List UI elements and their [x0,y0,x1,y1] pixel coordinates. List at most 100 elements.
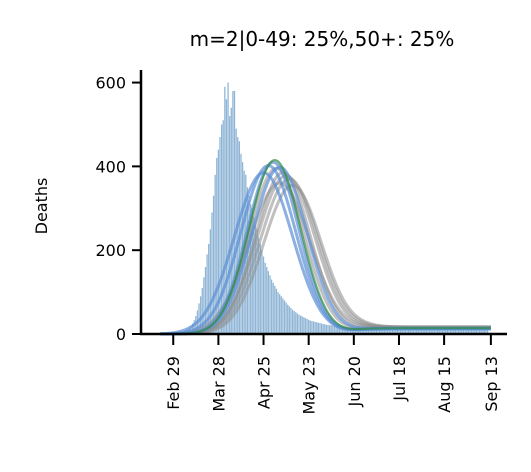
bar [259,243,261,334]
bar [453,327,455,334]
bar [208,243,210,334]
bar [229,116,231,334]
bar [482,327,484,334]
bar [461,327,463,334]
bar [472,327,474,334]
bar [422,327,424,334]
bar [449,327,452,334]
bar [329,325,331,334]
bar [212,195,215,334]
bar [322,323,324,334]
bar [454,327,457,334]
y-axis-label: Deaths [32,178,51,235]
x-tick-label: Feb 29 [164,356,183,410]
bar [343,326,345,334]
bar [325,324,328,334]
bar [420,327,423,334]
bar [374,327,376,334]
x-tick-label: Apr 25 [255,356,274,409]
bar [388,327,390,334]
bar [469,327,471,334]
bar [443,327,445,334]
bar [220,124,223,334]
bar [251,208,253,334]
x-tick-label: Aug 15 [435,356,454,413]
fit-line-green [160,158,491,336]
bar [437,327,439,334]
bar [308,319,310,334]
bar [233,90,236,334]
bar [399,327,402,334]
bar [385,327,387,334]
bar [383,327,386,334]
bar [404,327,407,334]
bar [237,137,239,334]
bar [427,327,429,334]
bar [466,327,468,334]
bar [217,149,220,334]
bar [287,304,289,334]
bar [291,309,294,334]
bar [375,327,378,334]
bar [279,294,281,334]
bar [309,320,311,334]
bar [370,327,373,334]
bar [296,313,299,334]
bar [451,327,453,334]
bar [256,229,258,334]
bar [487,327,489,334]
bar [293,310,295,334]
bar [378,327,381,334]
bar [333,325,336,334]
bar [274,285,276,334]
bar [254,225,257,334]
bar [380,327,382,334]
bar [430,327,432,334]
bar [204,266,207,334]
bar [438,327,440,334]
y-tick-label: 200 [95,241,126,260]
bar [401,327,403,334]
bar [275,288,278,334]
bar [270,279,273,334]
fit-lines-group [160,158,491,336]
bar [445,327,447,334]
bar [485,327,487,334]
bar [396,327,399,334]
bar [320,323,323,334]
bar [290,308,292,334]
bar [464,327,466,334]
bar [478,327,481,334]
bar [262,256,265,334]
bar [327,324,329,334]
bar [216,158,218,334]
bar [282,298,284,334]
bar [377,327,379,334]
bar [332,325,334,334]
bar [403,327,405,334]
bar [298,314,300,334]
bar [227,82,229,334]
bar [387,327,389,334]
bar [201,287,203,334]
x-tick-label: Mar 28 [209,356,228,412]
bar [301,316,303,334]
bar [317,322,319,334]
bar [456,327,458,334]
bar [391,327,394,334]
bar [316,322,318,334]
bar [264,262,266,334]
bar [280,296,282,334]
bar [219,137,221,334]
bar [406,327,408,334]
bar [299,315,302,334]
bar [319,323,321,334]
x-tick-label: May 23 [300,356,319,415]
bar [428,327,431,334]
bar [200,296,202,334]
bar [224,86,226,334]
bar [424,327,426,334]
bar [295,312,297,334]
bar [419,327,421,334]
